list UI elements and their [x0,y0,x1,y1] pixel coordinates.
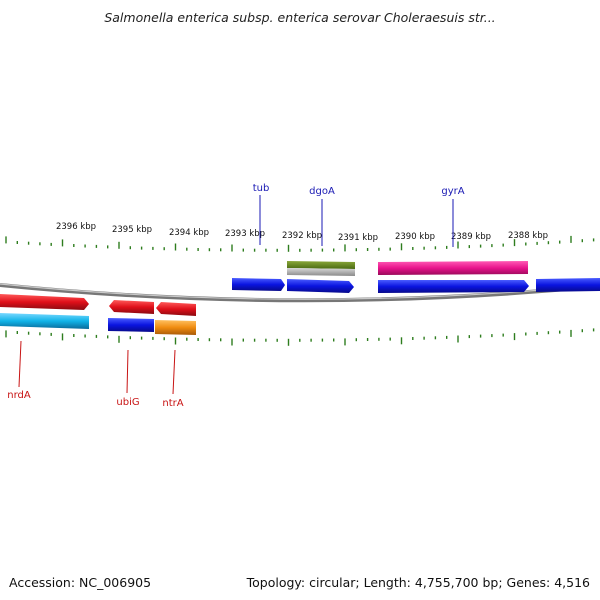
scale-label: 2392 kbp [282,231,322,241]
leader-line-ntrA [172,349,176,395]
label-ntrA[interactable]: ntrA [162,398,183,409]
reverse-strand-features [0,294,196,335]
scale-label: 2388 kbp [508,231,548,241]
gene-tub[interactable] [232,278,285,291]
gene-dgoA-feature-gray[interactable] [287,268,355,276]
label-dgoA[interactable]: dgoA [309,186,335,197]
gene-ubiG[interactable] [109,300,154,314]
accession-text: Accession: NC_006905 [9,575,152,590]
leader-line-nrdA [18,340,22,388]
lower-scale-ticks [5,328,595,346]
label-tub[interactable]: tub [253,183,270,194]
upper-scale-ticks [5,235,595,252]
gene-ntrA[interactable] [156,302,196,316]
gene-nrdA-feature-cyan[interactable] [0,313,89,329]
scale-label: 2390 kbp [395,232,435,242]
scale-label: 2391 kbp [338,233,378,243]
map-title: Salmonella enterica subsp. enterica sero… [104,10,496,25]
gene-right-edge[interactable] [536,278,600,292]
summary-text: Topology: circular; Length: 4,755,700 bp… [246,575,590,590]
gene-gyrA-feature-magenta[interactable] [378,261,528,275]
gene-nrdA[interactable] [0,294,89,310]
scale-label: 2395 kbp [112,225,152,235]
label-ubiG[interactable]: ubiG [116,397,139,408]
gene-ntrA-feature-orange[interactable] [155,320,196,335]
gene-ubiG-feature-blue[interactable] [108,318,154,332]
scale-label: 2396 kbp [56,222,96,232]
gene-labels-lower: nrdA ubiG ntrA [7,340,184,409]
gene-labels-upper: tub dgoA gyrA [253,183,465,247]
gene-dgoA-feature-olive[interactable] [287,261,355,269]
label-nrdA[interactable]: nrdA [7,390,31,401]
leader-line-ubiG [126,349,129,394]
scale-label: 2394 kbp [169,228,209,238]
gene-gyrA[interactable] [378,280,529,293]
gene-dgoA[interactable] [287,279,354,293]
label-gyrA[interactable]: gyrA [441,186,464,197]
forward-strand-features [232,261,600,293]
scale-label: 2393 kbp [225,229,265,239]
genome-backbone [0,283,600,303]
scale-label: 2389 kbp [451,232,491,242]
